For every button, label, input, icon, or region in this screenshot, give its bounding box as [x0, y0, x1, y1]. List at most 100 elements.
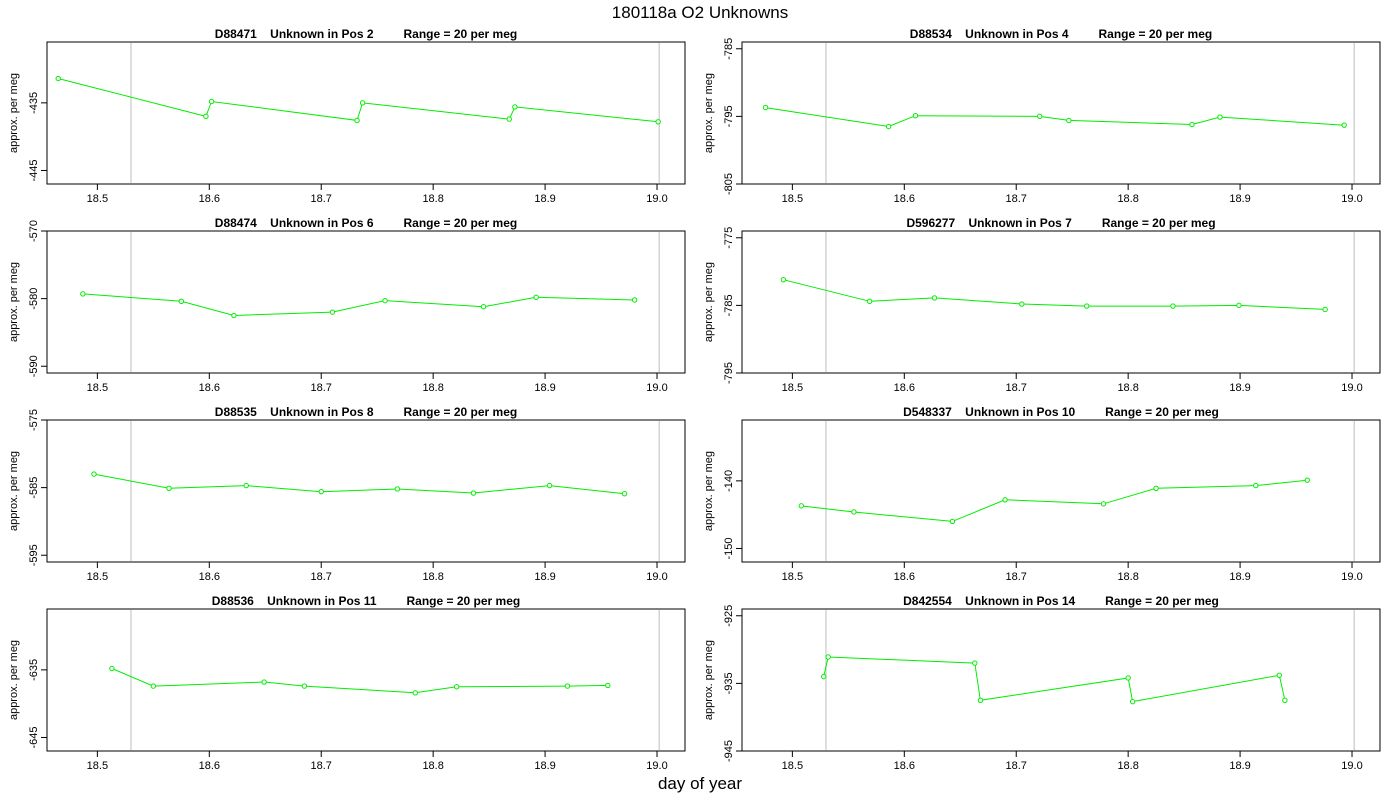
y-tick-label: -785	[723, 294, 735, 316]
y-tick-label: -570	[28, 220, 40, 242]
plot-frame	[741, 419, 1381, 563]
data-point	[1129, 698, 1136, 705]
x-axis-label: day of year	[657, 774, 743, 793]
data-point	[394, 486, 401, 492]
data-point	[203, 113, 209, 120]
data-point	[798, 503, 805, 509]
y-tick-label: -435	[28, 92, 40, 114]
y-axis-label: approx. per meg	[8, 73, 20, 153]
data-point	[412, 690, 418, 696]
y-tick-label: -575	[28, 409, 40, 431]
x-tick-label: 18.6	[199, 193, 220, 205]
x-tick-label: 18.7	[311, 571, 332, 583]
y-tick-label: -585	[28, 477, 40, 499]
data-point	[1217, 114, 1223, 120]
data-point	[109, 665, 115, 672]
y-tick-label: -580	[28, 288, 40, 310]
y-tick-label: -945	[723, 740, 735, 762]
y-tick-label: -590	[28, 355, 40, 377]
x-tick-label: 18.5	[782, 382, 803, 394]
x-tick-label: 18.6	[894, 760, 915, 772]
y-tick-label: -140	[723, 470, 735, 492]
series-line	[58, 78, 659, 123]
data-point	[546, 482, 553, 489]
data-point	[480, 304, 487, 310]
x-tick-label: 19.0	[1341, 193, 1362, 205]
x-tick-label: 18.5	[87, 193, 108, 205]
y-tick-label: -925	[723, 605, 735, 627]
data-point	[354, 117, 360, 124]
x-tick-label: 19.0	[646, 193, 667, 205]
data-point	[80, 291, 86, 297]
x-tick-label: 19.0	[1341, 382, 1362, 394]
x-tick-label: 18.6	[199, 571, 220, 583]
series-line	[783, 279, 1326, 310]
plot-frame	[46, 230, 686, 374]
data-point	[533, 294, 539, 300]
data-point	[359, 100, 366, 106]
data-point	[885, 123, 892, 130]
data-point	[1253, 482, 1259, 489]
y-axis-label: approx. per meg	[703, 640, 715, 720]
x-tick-label: 19.0	[1341, 760, 1362, 772]
y-tick-label: -785	[723, 38, 735, 60]
data-point	[762, 104, 769, 111]
chart-panel-5: D88535 Unknown in Pos 8 Range = 20 per m…	[8, 405, 686, 583]
data-point	[1170, 303, 1176, 309]
x-tick-label: 18.5	[782, 760, 803, 772]
x-tick-label: 18.8	[1117, 193, 1138, 205]
x-tick-label: 18.7	[1006, 193, 1027, 205]
data-point	[972, 660, 978, 666]
data-point	[931, 295, 938, 301]
chart-panel-4: D596277 Unknown in Pos 7 Range = 20 per …	[703, 216, 1381, 394]
y-tick-label: -795	[723, 362, 735, 384]
page-title: 180118a O2 Unknowns	[611, 3, 789, 22]
data-point	[1322, 306, 1328, 313]
data-point	[564, 683, 571, 689]
data-point	[866, 298, 873, 305]
x-tick-label: 18.9	[534, 193, 555, 205]
y-axis-label: approx. per meg	[703, 73, 715, 153]
x-tick-label: 18.7	[1006, 571, 1027, 583]
y-tick-label: -635	[28, 659, 40, 681]
data-point	[780, 276, 787, 283]
data-point	[1066, 117, 1072, 124]
x-tick-label: 18.8	[1117, 571, 1138, 583]
data-point	[55, 75, 61, 82]
data-point	[912, 113, 919, 119]
data-point	[261, 679, 267, 685]
chart-panel-6: D548337 Unknown in Pos 10 Range = 20 per…	[703, 405, 1381, 583]
data-point	[506, 116, 512, 122]
plot-frame	[46, 419, 686, 563]
chart-panel-1: D88471 Unknown in Pos 2 Range = 20 per m…	[8, 27, 686, 205]
data-point	[631, 297, 638, 303]
data-point	[1236, 302, 1242, 309]
x-tick-label: 18.7	[1006, 760, 1027, 772]
data-point	[382, 297, 388, 304]
x-tick-label: 19.0	[646, 382, 667, 394]
chart-title: D88471 Unknown in Pos 2 Range = 20 per m…	[215, 27, 517, 41]
data-point	[243, 482, 249, 489]
data-point	[150, 683, 157, 689]
data-point	[301, 683, 308, 689]
data-point	[1282, 697, 1288, 703]
chart-panel-8: D842554 Unknown in Pos 14 Range = 20 per…	[703, 594, 1381, 772]
x-tick-label: 18.8	[1117, 760, 1138, 772]
data-point	[949, 518, 956, 525]
x-tick-label: 18.8	[422, 382, 443, 394]
data-point	[825, 654, 831, 660]
data-point	[655, 119, 661, 125]
x-tick-label: 18.7	[311, 382, 332, 394]
x-tick-label: 18.6	[894, 193, 915, 205]
x-tick-label: 18.5	[782, 571, 803, 583]
x-tick-label: 18.5	[87, 760, 108, 772]
data-point	[605, 682, 611, 689]
y-axis-label: approx. per meg	[703, 451, 715, 531]
x-tick-label: 18.8	[422, 193, 443, 205]
y-axis-label: approx. per meg	[8, 451, 20, 531]
x-tick-label: 18.9	[534, 571, 555, 583]
data-point	[851, 509, 857, 515]
y-tick-label: -775	[723, 227, 735, 249]
data-point	[91, 471, 97, 477]
data-point	[470, 490, 477, 496]
